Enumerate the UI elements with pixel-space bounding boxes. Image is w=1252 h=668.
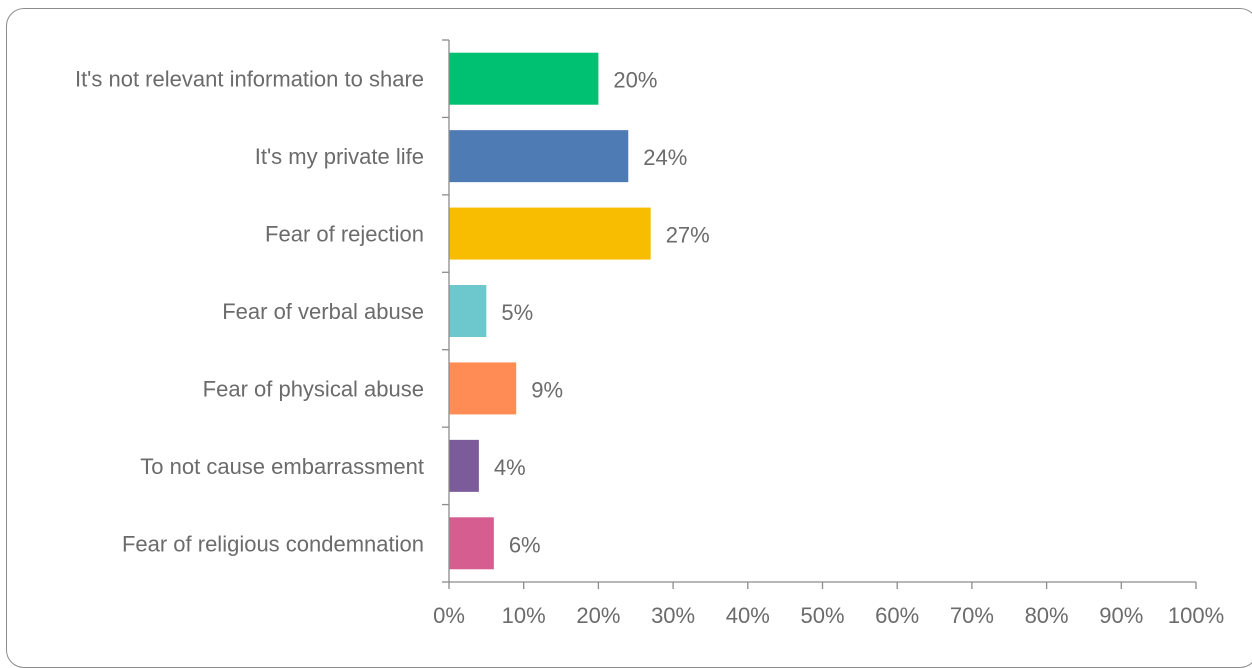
category-label: It's my private life: [255, 144, 424, 169]
data-label: 4%: [494, 455, 526, 480]
bar-it-s-my-private-life: [449, 130, 629, 183]
x-tick-label: 40%: [726, 603, 770, 628]
x-tick-label: 50%: [800, 603, 844, 628]
category-label: It's not relevant information to share: [75, 67, 424, 92]
x-tick-label: 30%: [651, 603, 695, 628]
category-label: Fear of rejection: [265, 222, 424, 247]
bars: [449, 52, 651, 570]
x-tick-label: 80%: [1025, 603, 1069, 628]
bar-to-not-cause-embarrassment: [449, 439, 479, 492]
data-label: 24%: [643, 145, 687, 170]
data-label: 27%: [666, 223, 710, 248]
x-tick-label: 20%: [576, 603, 620, 628]
category-label: Fear of physical abuse: [203, 376, 424, 401]
data-label: 5%: [501, 300, 533, 325]
x-tick-label: 90%: [1099, 603, 1143, 628]
bar-it-s-not-relevant-information-to-share: [449, 52, 599, 105]
labels: It's not relevant information to share 20…: [75, 67, 1224, 628]
x-tick-label: 10%: [502, 603, 546, 628]
x-tick-label: 70%: [950, 603, 994, 628]
x-tick-label: 100%: [1168, 603, 1224, 628]
category-label: To not cause embarrassment: [140, 454, 424, 479]
category-label: Fear of religious condemnation: [122, 531, 424, 556]
bar-fear-of-physical-abuse: [449, 362, 517, 415]
bar-fear-of-rejection: [449, 207, 651, 260]
axes: [442, 39, 1197, 589]
bar-fear-of-verbal-abuse: [449, 285, 487, 337]
data-label: 20%: [613, 68, 657, 93]
data-label: 9%: [531, 377, 563, 402]
category-label: Fear of verbal abuse: [222, 299, 424, 324]
data-label: 6%: [509, 532, 541, 557]
bar-fear-of-religious-condemnation: [449, 517, 494, 570]
bar-chart: It's not relevant information to share 20…: [75, 39, 1224, 628]
chart-frame: [6, 8, 1252, 668]
x-tick-label: 0%: [433, 603, 465, 628]
x-tick-label: 60%: [875, 603, 919, 628]
